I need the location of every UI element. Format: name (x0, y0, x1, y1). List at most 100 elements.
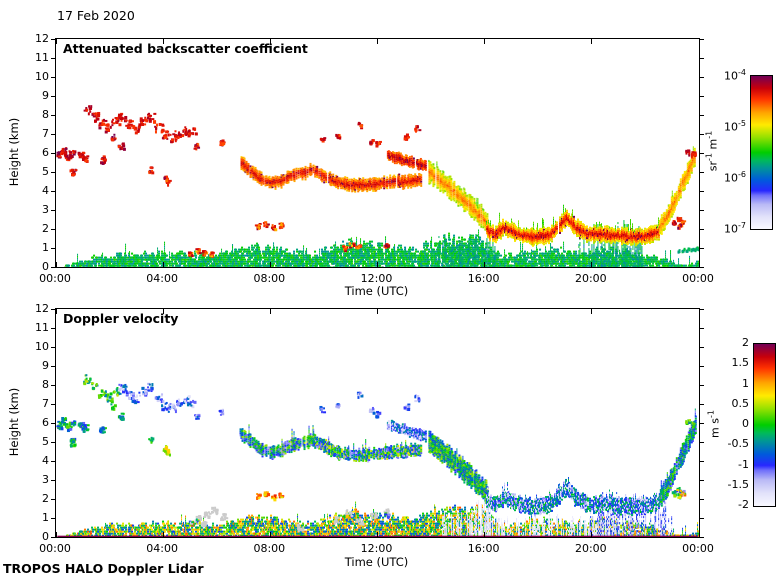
y-tick-label: 0 (42, 530, 49, 543)
y-tick-label: 12 (35, 302, 49, 315)
y-tick-label: 2 (42, 222, 49, 235)
y-tick-left (51, 190, 55, 192)
x-tick-top (269, 39, 271, 44)
x-tick-top (591, 39, 593, 44)
x-tick-bottom (377, 532, 378, 537)
y-tick-right (700, 346, 704, 348)
x-tick-top (377, 309, 378, 314)
x-tick-bottom (55, 532, 57, 537)
x-tick-bottom (591, 532, 593, 537)
x-tick-top (591, 309, 593, 314)
colorbar-tick-label: -0.5 (727, 437, 749, 451)
y-tick-right (700, 308, 704, 310)
y-tick-left (51, 536, 55, 538)
y-tick-label: 10 (35, 70, 49, 83)
y-tick-label: 12 (35, 32, 49, 45)
y-tick-right (700, 517, 704, 519)
y-tick-right (700, 479, 704, 481)
y-tick-left (51, 517, 55, 519)
x-tick-top (55, 39, 57, 44)
x-tick-bottom (377, 262, 378, 267)
y-tick-right (700, 327, 704, 329)
y-tick-label: 9 (42, 89, 49, 102)
x-tick-label: 00:00 (682, 272, 714, 285)
x-tick-top (698, 309, 700, 314)
colorbar-tick-label: 0.5 (731, 396, 750, 410)
x-tick-label: 16:00 (467, 542, 500, 555)
x-tick-label: 12:00 (360, 542, 393, 555)
y-tick-left (51, 76, 55, 78)
colorbar-tick-label: 1.5 (731, 356, 750, 370)
y-tick-left (51, 133, 55, 135)
y-tick-label: 8 (42, 108, 49, 121)
y-tick-right (700, 209, 704, 211)
y-tick-right (700, 422, 704, 424)
x-tick-bottom (484, 532, 486, 537)
x-tick-top (269, 309, 271, 314)
y-tick-left (51, 266, 55, 268)
y-tick-right (700, 536, 704, 538)
x-tick-top (162, 309, 164, 314)
x-tick-label: 20:00 (574, 542, 607, 555)
y-tick-left (51, 365, 55, 367)
y-tick-left (51, 422, 55, 424)
y-tick-label: 7 (42, 127, 49, 140)
y-tick-left (51, 479, 55, 481)
y-tick-left (51, 498, 55, 500)
backscatter-y-axis-label: Height (km) (7, 117, 21, 187)
colorbar-tick-label: 10-7 (724, 221, 746, 236)
y-tick-left (51, 209, 55, 211)
date-label: 17 Feb 2020 (57, 8, 135, 23)
x-tick-label: 08:00 (253, 542, 286, 555)
backscatter-panel: Attenuated backscatter coefficient (51, 38, 704, 268)
velocity-colorbar (753, 343, 776, 507)
x-tick-top (377, 39, 378, 44)
colorbar-tick-label: 0 (742, 417, 749, 430)
backscatter-heatmap-canvas (56, 39, 699, 267)
y-tick-label: 4 (42, 454, 49, 467)
colorbar-tick-label: 1 (742, 376, 749, 390)
backscatter-x-axis-label: Time (UTC) (344, 284, 409, 298)
y-tick-right (700, 133, 704, 135)
colorbar-tick-label: 10-5 (724, 118, 746, 134)
y-tick-label: 5 (42, 435, 49, 448)
y-tick-left (51, 95, 55, 97)
x-tick-label: 20:00 (574, 272, 607, 285)
y-tick-right (700, 38, 704, 40)
y-tick-right (700, 152, 704, 154)
y-tick-left (51, 38, 55, 40)
y-tick-right (700, 441, 704, 443)
y-tick-left (51, 346, 55, 348)
x-tick-label: 00:00 (682, 542, 714, 555)
backscatter-colorbar (750, 75, 773, 230)
x-tick-label: 08:00 (253, 272, 286, 285)
y-tick-right (700, 171, 704, 173)
y-tick-label: 2 (42, 492, 49, 505)
colorbar-tick-label: 10-6 (724, 170, 746, 185)
y-tick-right (700, 95, 704, 97)
x-tick-top (484, 39, 486, 44)
y-tick-label: 5 (42, 165, 49, 178)
x-tick-top (484, 309, 486, 314)
y-tick-label: 9 (42, 359, 49, 372)
x-tick-label: 16:00 (467, 272, 500, 285)
y-tick-label: 6 (42, 416, 49, 429)
y-tick-left (51, 384, 55, 386)
backscatter-unit-label: sr-1 m-1 (704, 130, 720, 172)
colorbar-tick-label: 2 (742, 336, 749, 349)
x-tick-bottom (698, 262, 700, 267)
colorbar-tick-label: -1.5 (727, 477, 749, 491)
y-tick-label: 4 (42, 184, 49, 197)
y-tick-left (51, 327, 55, 329)
y-tick-left (51, 247, 55, 249)
doppler-heatmap-canvas (56, 309, 699, 537)
y-tick-right (700, 498, 704, 500)
instrument-label: TROPOS HALO Doppler Lidar (3, 561, 204, 576)
y-tick-label: 11 (35, 321, 49, 334)
y-tick-label: 1 (42, 511, 49, 524)
x-tick-bottom (591, 262, 593, 267)
colorbar-tick-label: 10-4 (724, 68, 746, 83)
y-tick-label: 10 (35, 340, 49, 353)
y-tick-right (700, 228, 704, 230)
